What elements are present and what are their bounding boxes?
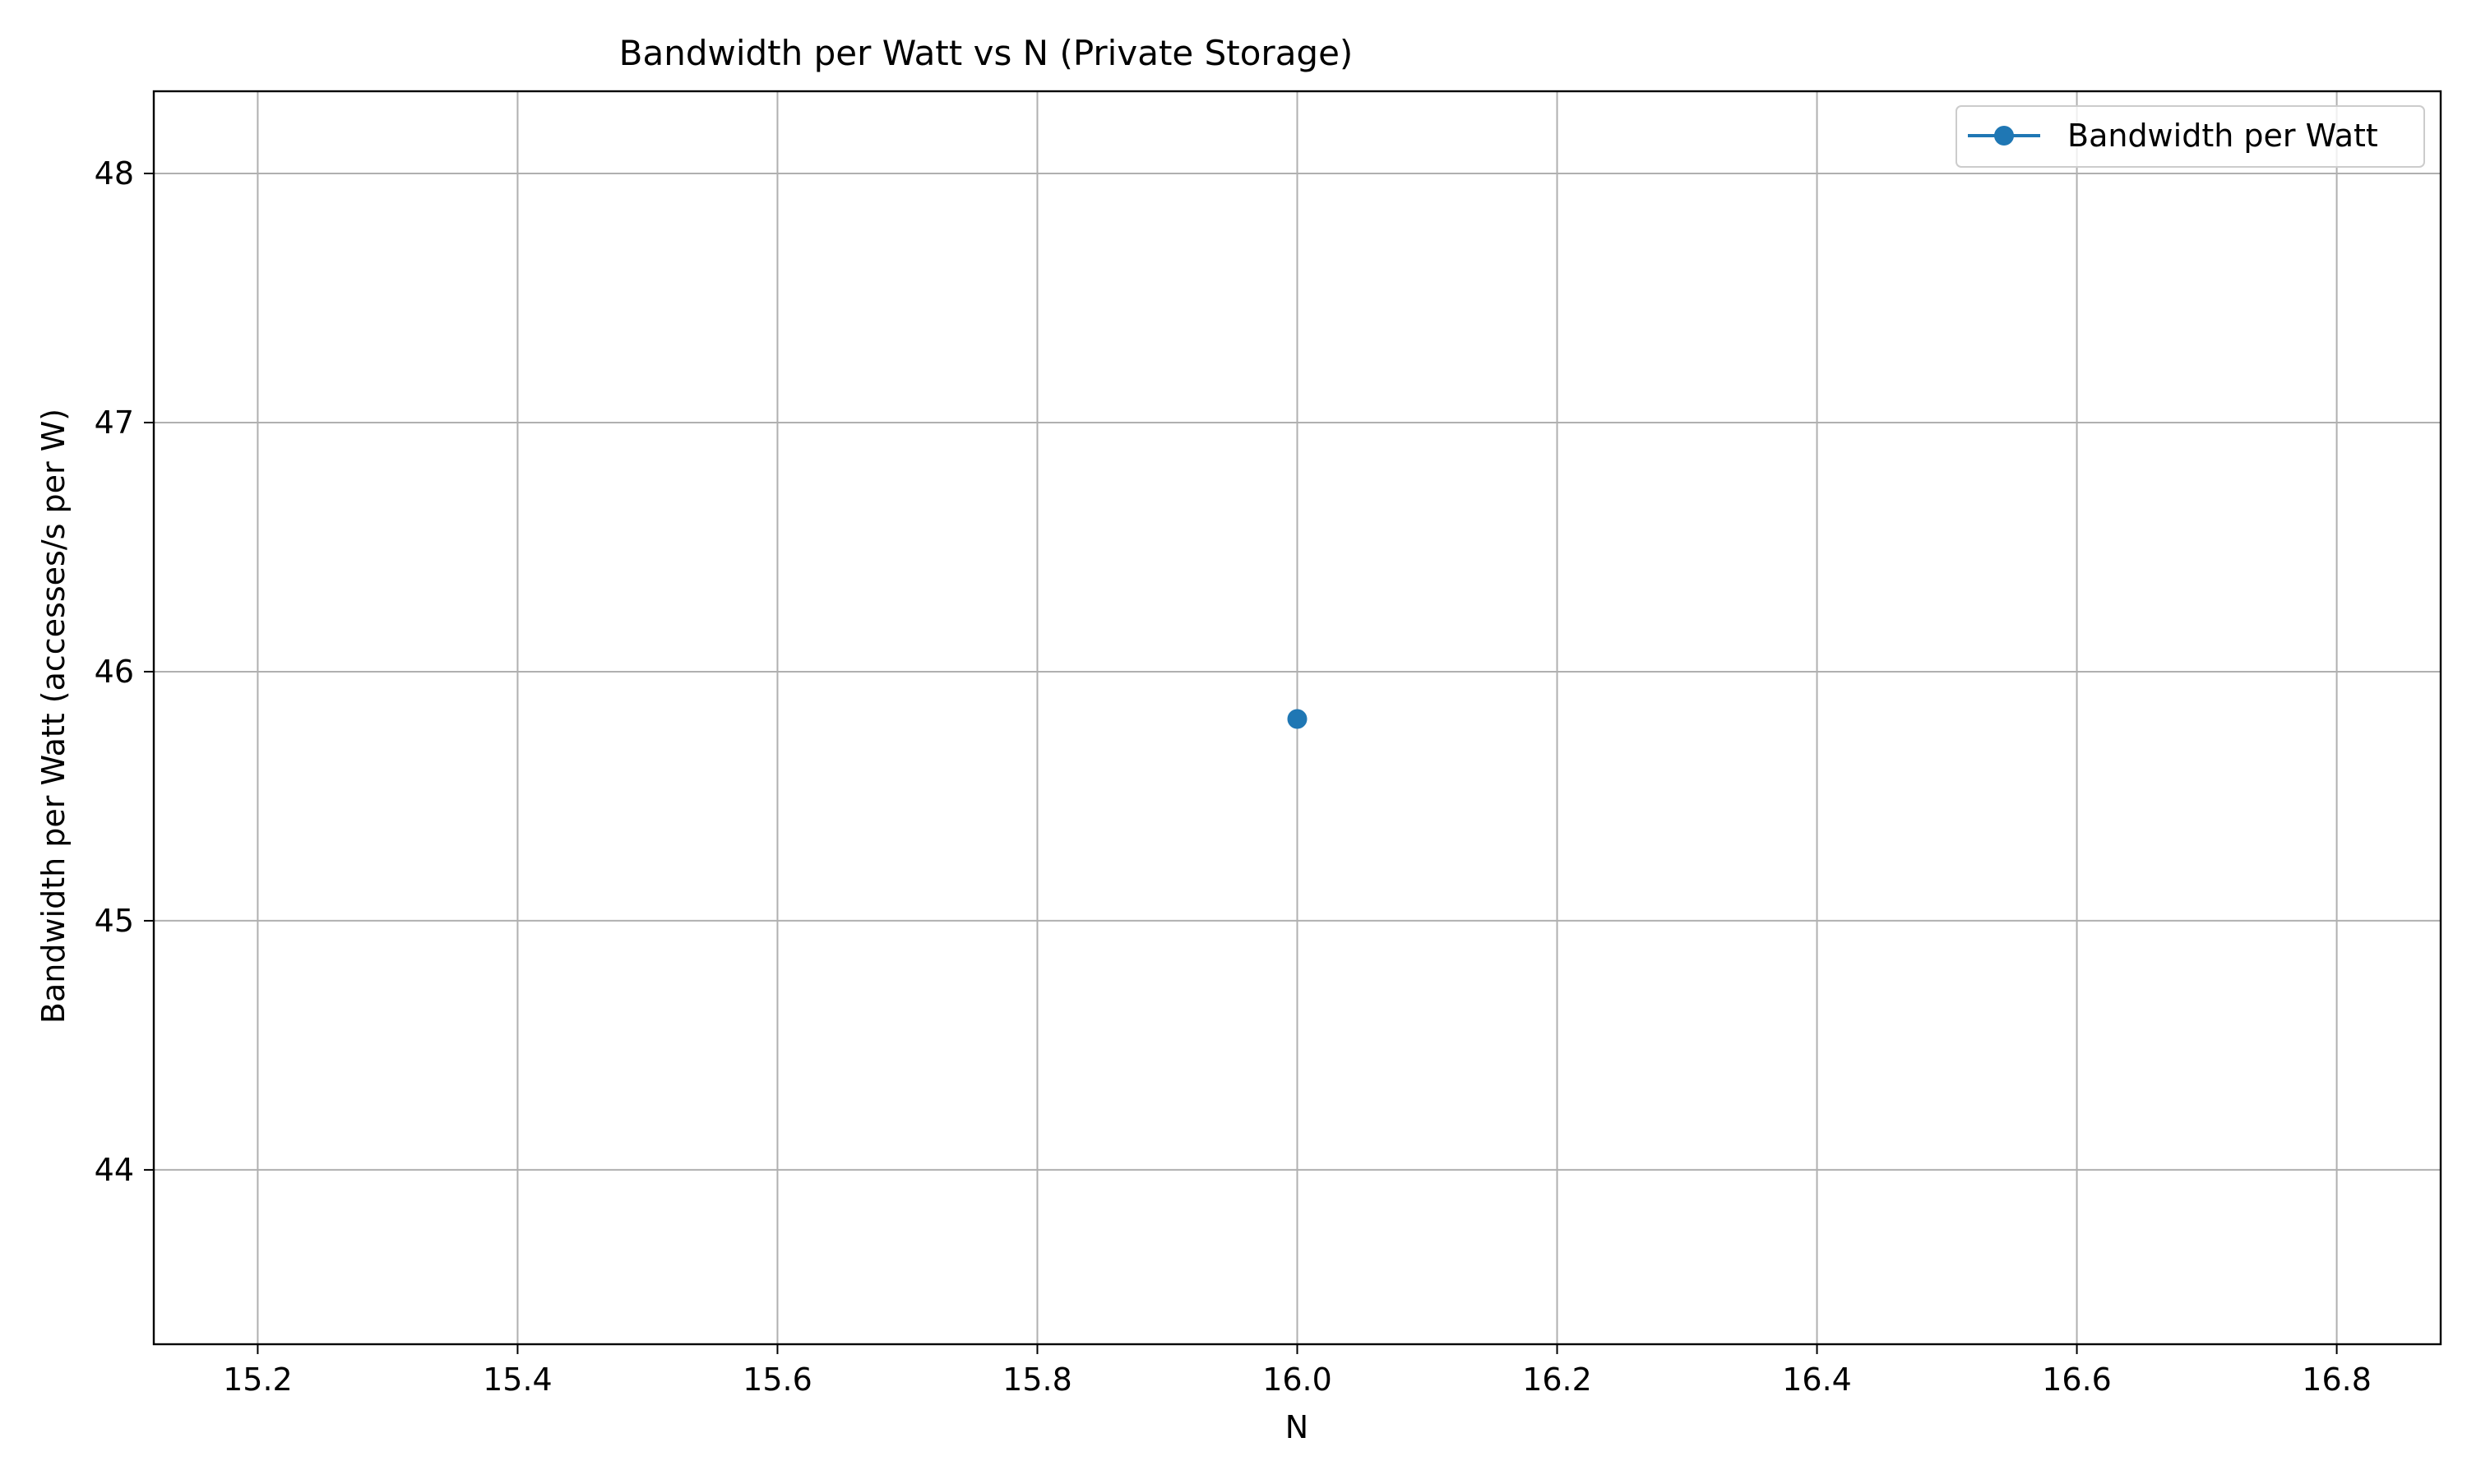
y-tick-label: 44 [95,1152,134,1188]
y-tick-label: 45 [95,903,134,939]
x-tick-label: 15.4 [483,1361,553,1398]
chart-title: Bandwidth per Watt vs N (Private Storage… [619,33,1354,73]
series-layer [1287,709,1308,729]
legend-box [1956,105,2425,168]
plot-frame [152,90,2442,1346]
x-tick-label: 15.6 [743,1361,812,1398]
y-axis-label: Bandwidth per Watt (accesses/s per W) [35,409,72,1024]
y-tick-label: 46 [95,654,134,690]
x-tick-label: 16.2 [1522,1361,1592,1398]
x-tick-label: 16.4 [1782,1361,1852,1398]
x-axis-ticks: 15.2 15.4 15.6 15.8 16.0 16.2 16.4 16.6 16.8 [223,1344,2372,1398]
data-point [1287,709,1308,729]
grid-lines [154,91,2441,1344]
x-tick-label: 16.0 [1262,1361,1332,1398]
y-tick-label: 47 [95,405,134,441]
legend-marker-swatch [1994,126,2014,146]
legend: Bandwidth per Watt [1956,105,2425,168]
y-axis-ticks: 44 45 46 47 48 [95,155,154,1188]
x-tick-label: 16.6 [2042,1361,2112,1398]
x-tick-label: 15.8 [1002,1361,1072,1398]
x-tick-label: 15.2 [223,1361,293,1398]
legend-label: Bandwidth per Watt [2067,118,2378,154]
y-tick-label: 48 [95,155,134,192]
x-axis-label: N [1285,1409,1308,1445]
x-tick-label: 16.8 [2302,1361,2372,1398]
